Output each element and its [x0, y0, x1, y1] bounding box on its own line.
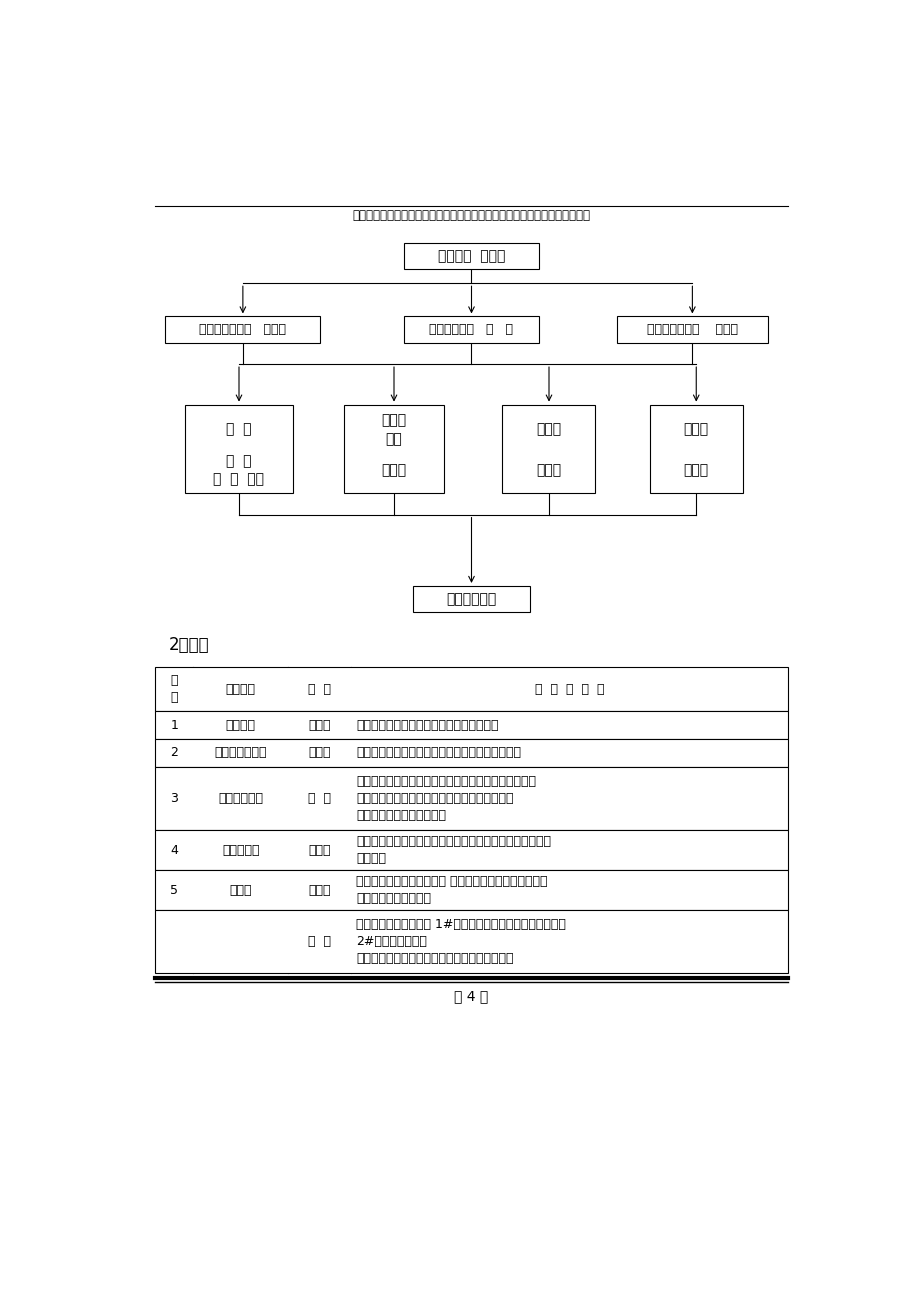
Bar [185, 405, 293, 493]
Bar [502, 405, 595, 493]
Text: 罗明远: 罗明远 [308, 746, 331, 759]
Bar [155, 740, 787, 767]
Text: 职  责  和  权  限: 职 责 和 权 限 [534, 682, 604, 695]
Text: 5: 5 [170, 884, 178, 897]
Text: 1: 1 [170, 719, 178, 732]
Bar [616, 316, 767, 342]
Text: 项目职务: 项目职务 [225, 682, 255, 695]
Bar [165, 316, 320, 342]
Text: 安全员: 安全员 [229, 884, 252, 897]
Text: 姓  名: 姓 名 [308, 682, 331, 695]
Text: 安全员: 安全员 [536, 423, 561, 436]
Text: 孟  攀
陈  勇  夏林: 孟 攀 陈 勇 夏林 [213, 454, 265, 487]
Text: 项目安全工程师    黄永生: 项目安全工程师 黄永生 [646, 323, 737, 336]
Text: 第 4 页: 第 4 页 [454, 990, 488, 1004]
Bar [155, 829, 787, 870]
Text: 项目责任工长   李   刚: 项目责任工长 李 刚 [429, 323, 513, 336]
Bar [403, 243, 539, 270]
Bar [155, 667, 787, 711]
Text: 栋号工长：负责本工程 1#监管仓库、实验楼、供水加压站、
2#闸口及控制室；
组织对架工班组作业人员进行技术及安全交底；: 栋号工长：负责本工程 1#监管仓库、实验楼、供水加压站、 2#闸口及控制室； 组… [356, 918, 565, 965]
Text: 项目技术负责人   罗明远: 项目技术负责人 罗明远 [199, 323, 286, 336]
Text: 脚手架施工队: 脚手架施工队 [446, 592, 496, 605]
Text: 胡元杰: 胡元杰 [308, 884, 331, 897]
Text: 项目责任工长: 项目责任工长 [218, 792, 263, 805]
Text: 袁礼春: 袁礼春 [308, 719, 331, 732]
Text: 项目经理  袁礼春: 项目经理 袁礼春 [437, 250, 505, 263]
Text: 李  刚: 李 刚 [308, 792, 331, 805]
Bar [344, 405, 444, 493]
Text: 机械管
理员: 机械管 理员 [381, 414, 406, 445]
Text: 成都国际集装箱物流园保税物流区（一期）项目落地式外脚手架专项施工方案: 成都国际集装箱物流园保税物流区（一期）项目落地式外脚手架专项施工方案 [352, 210, 590, 223]
Text: 4: 4 [170, 844, 178, 857]
Text: 张雄伟: 张雄伟 [683, 464, 708, 478]
Text: 3: 3 [170, 792, 178, 805]
Text: 2、职责: 2、职责 [168, 637, 209, 654]
Bar [403, 316, 539, 342]
Text: 负责组织本方案的编制及实施中的技术资料办理。: 负责组织本方案的编制及实施中的技术资料办理。 [356, 746, 520, 759]
Text: 2: 2 [170, 746, 178, 759]
Text: 项目经理: 项目经理 [225, 719, 255, 732]
Text: 负责对脚手架工程的安全进行监督、检查，并督促不合格项
的整改。: 负责对脚手架工程的安全进行监督、检查，并督促不合格项 的整改。 [356, 835, 550, 865]
Text: 陈  勇: 陈 勇 [308, 935, 331, 948]
Bar [155, 767, 787, 829]
Text: 安全工程师: 安全工程师 [221, 844, 259, 857]
Text: 材料员: 材料员 [683, 423, 708, 436]
Bar [155, 711, 787, 740]
Bar [155, 870, 787, 910]
Bar [155, 910, 787, 973]
Text: 负责本工程全部子项工程外脚手架搭设、安排、协调；
组织对架工班组作业人员进行技术及安全交底；
负责组织各子项脚手架施工: 负责本工程全部子项工程外脚手架搭设、安排、协调； 组织对架工班组作业人员进行技术… [356, 775, 536, 822]
Bar [413, 586, 529, 612]
Text: 张雄伟: 张雄伟 [381, 464, 406, 478]
Text: 序
号: 序 号 [170, 674, 178, 704]
Text: 工  长: 工 长 [226, 423, 252, 436]
Text: 对脚手架工程的质量、安全、进度负总责。: 对脚手架工程的质量、安全、进度负总责。 [356, 719, 498, 732]
Text: 项目技术负责人: 项目技术负责人 [214, 746, 267, 759]
Bar [649, 405, 742, 493]
Text: 黄永生: 黄永生 [308, 844, 331, 857]
Text: 负责员工的入场教育、考核 负责安全防护措施的落实、防
护用品的检查与整改。: 负责员工的入场教育、考核 负责安全防护措施的落实、防 护用品的检查与整改。 [356, 875, 547, 905]
Text: 胡元杰: 胡元杰 [536, 464, 561, 478]
